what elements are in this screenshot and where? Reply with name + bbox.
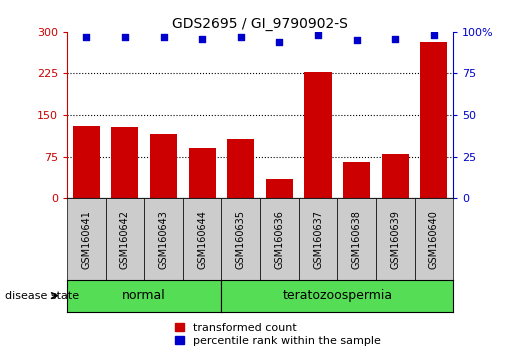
Bar <box>111 127 139 198</box>
FancyBboxPatch shape <box>183 198 221 280</box>
FancyBboxPatch shape <box>376 198 415 280</box>
Text: GSM160635: GSM160635 <box>236 210 246 269</box>
Bar <box>150 135 177 198</box>
Point <box>352 37 360 43</box>
Point <box>198 36 206 41</box>
Point <box>236 34 245 40</box>
Bar <box>188 148 216 198</box>
Text: disease state: disease state <box>5 291 79 301</box>
FancyBboxPatch shape <box>144 198 183 280</box>
Point <box>275 39 283 45</box>
Text: GSM160637: GSM160637 <box>313 210 323 269</box>
Legend: transformed count, percentile rank within the sample: transformed count, percentile rank withi… <box>173 321 383 348</box>
FancyBboxPatch shape <box>221 198 260 280</box>
Bar <box>266 179 293 198</box>
Point <box>82 34 91 40</box>
Text: GSM160641: GSM160641 <box>81 210 91 269</box>
Bar <box>343 162 370 198</box>
Text: teratozoospermia: teratozoospermia <box>282 289 392 302</box>
Bar <box>227 139 254 198</box>
FancyBboxPatch shape <box>415 198 453 280</box>
FancyBboxPatch shape <box>67 198 106 280</box>
Bar <box>420 42 448 198</box>
Text: GSM160644: GSM160644 <box>197 210 207 269</box>
Point <box>121 34 129 40</box>
FancyBboxPatch shape <box>260 198 299 280</box>
Title: GDS2695 / GI_9790902-S: GDS2695 / GI_9790902-S <box>172 17 348 31</box>
Text: GSM160642: GSM160642 <box>120 210 130 269</box>
Point <box>430 32 438 38</box>
FancyBboxPatch shape <box>299 198 337 280</box>
Point <box>391 36 400 41</box>
Text: GSM160638: GSM160638 <box>352 210 362 269</box>
Bar <box>304 72 332 198</box>
Text: GSM160639: GSM160639 <box>390 210 400 269</box>
FancyBboxPatch shape <box>337 198 376 280</box>
Bar <box>382 154 409 198</box>
Bar <box>73 126 100 198</box>
Text: normal: normal <box>123 289 166 302</box>
Text: GSM160640: GSM160640 <box>429 210 439 269</box>
Text: GSM160643: GSM160643 <box>159 210 168 269</box>
Text: GSM160636: GSM160636 <box>274 210 284 269</box>
Point <box>314 32 322 38</box>
FancyBboxPatch shape <box>106 198 144 280</box>
Point <box>159 34 167 40</box>
